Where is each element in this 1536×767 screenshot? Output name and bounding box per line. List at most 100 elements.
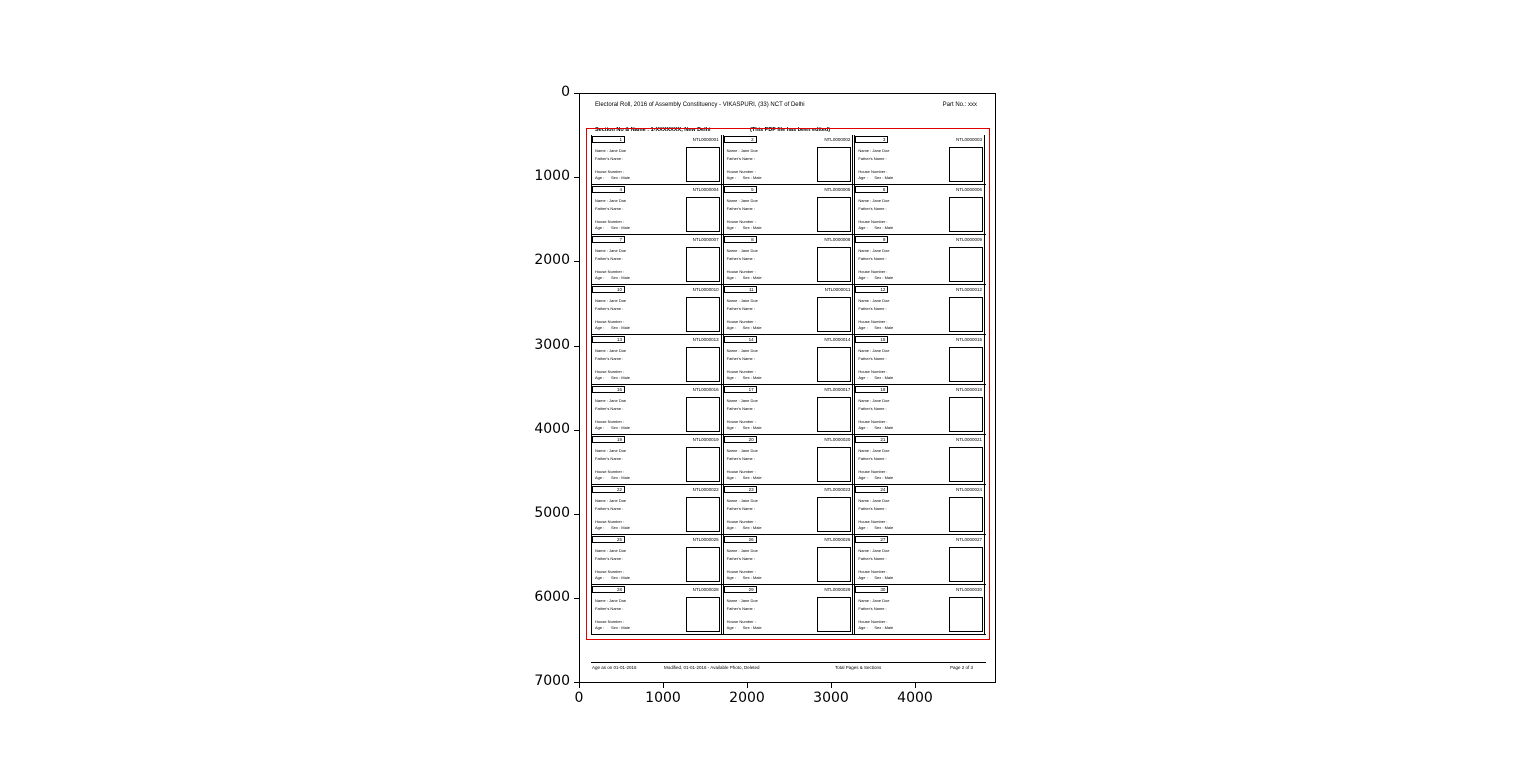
name-line: Name : Jane Doe xyxy=(858,348,890,353)
relation-line: Father's Name : xyxy=(595,356,624,361)
voter-id: NTL0000003 xyxy=(955,137,983,142)
age-sex-line: Age : Sex : Male xyxy=(595,375,630,380)
age-sex-line: Age : Sex : Male xyxy=(595,575,630,580)
house-line: House Number : xyxy=(726,419,756,424)
serial-number: 30 xyxy=(855,586,889,593)
relation-line: Father's Name : xyxy=(858,306,887,311)
photo-box xyxy=(685,497,720,532)
voter-card: 18 NTL0000018 Name : Jane Doe Father's N… xyxy=(854,385,986,434)
x-tick-label: 2000 xyxy=(729,690,765,706)
house-line: House Number : xyxy=(858,169,888,174)
voter-card: 29 NTL0000029 Name : Jane Doe Father's N… xyxy=(722,585,854,634)
house-line: House Number : xyxy=(858,319,888,324)
photo-box xyxy=(949,397,984,432)
photo-box xyxy=(817,597,852,632)
serial-number: 17 xyxy=(723,386,757,393)
name-line: Name : Jane Doe xyxy=(595,548,627,553)
relation-line: Father's Name : xyxy=(726,456,755,461)
house-line: House Number : xyxy=(726,169,756,174)
voter-id: NTL0000006 xyxy=(955,187,983,192)
y-tick-label: 3000 xyxy=(534,336,570,353)
photo-box xyxy=(817,247,852,282)
y-tick-label: 7000 xyxy=(534,673,570,690)
serial-number: 29 xyxy=(723,586,757,593)
photo-box xyxy=(685,147,720,182)
voter-card: 20 NTL0000020 Name : Jane Doe Father's N… xyxy=(722,435,854,484)
house-line: House Number : xyxy=(858,419,888,424)
voter-id: NTL0000026 xyxy=(824,537,851,542)
card-row: 13 NTL0000013 Name : Jane Doe Father's N… xyxy=(591,335,986,385)
house-line: House Number : xyxy=(858,619,888,624)
photo-box xyxy=(685,397,720,432)
footer-text-1: Age as on 01-01-2016 xyxy=(592,665,637,670)
serial-number: 20 xyxy=(723,436,757,443)
relation-line: Father's Name : xyxy=(726,306,755,311)
name-line: Name : Jane Doe xyxy=(595,598,627,603)
house-line: House Number : xyxy=(858,269,888,274)
relation-line: Father's Name : xyxy=(595,506,624,511)
relation-line: Father's Name : xyxy=(858,456,887,461)
serial-number: 24 xyxy=(855,486,889,493)
house-line: House Number : xyxy=(858,219,888,224)
voter-card: 28 NTL0000028 Name : Jane Doe Father's N… xyxy=(591,585,722,634)
y-tick-label: 4000 xyxy=(534,420,570,437)
y-tick-label: 2000 xyxy=(534,252,570,269)
voter-card: 15 NTL0000015 Name : Jane Doe Father's N… xyxy=(854,335,986,384)
voter-card: 12 NTL0000012 Name : Jane Doe Father's N… xyxy=(854,285,986,334)
age-sex-line: Age : Sex : Male xyxy=(726,175,762,180)
serial-number: 7 xyxy=(592,236,625,243)
serial-number: 5 xyxy=(723,186,757,193)
header-title: Electoral Roll, 2016 of Assembly Constit… xyxy=(595,102,805,108)
name-line: Name : Jane Doe xyxy=(595,398,627,403)
relation-line: Father's Name : xyxy=(858,256,887,261)
footer-divider xyxy=(591,662,986,663)
house-line: House Number : xyxy=(595,319,625,324)
y-tick-label: 6000 xyxy=(534,589,570,606)
name-line: Name : Jane Doe xyxy=(595,198,627,203)
age-sex-line: Age : Sex : Male xyxy=(595,175,630,180)
relation-line: Father's Name : xyxy=(726,256,755,261)
card-row: 1 NTL0000001 Name : Jane Doe Father's Na… xyxy=(591,135,986,185)
name-line: Name : Jane Doe xyxy=(858,248,890,253)
photo-box xyxy=(949,197,984,232)
name-line: Name : Jane Doe xyxy=(858,548,890,553)
house-line: House Number : xyxy=(726,219,756,224)
age-sex-line: Age : Sex : Male xyxy=(858,425,894,430)
voter-card: 11 NTL0000011 Name : Jane Doe Father's N… xyxy=(722,285,854,334)
age-sex-line: Age : Sex : Male xyxy=(858,525,894,530)
voter-id: NTL0000011 xyxy=(824,287,851,292)
house-line: House Number : xyxy=(595,569,625,574)
y-tick-label: 1000 xyxy=(534,168,570,185)
serial-number: 26 xyxy=(723,536,757,543)
voter-card-grid: 1 NTL0000001 Name : Jane Doe Father's Na… xyxy=(591,135,986,635)
card-row: 25 NTL0000025 Name : Jane Doe Father's N… xyxy=(591,535,986,585)
age-sex-line: Age : Sex : Male xyxy=(858,475,894,480)
age-sex-line: Age : Sex : Male xyxy=(726,225,762,230)
relation-line: Father's Name : xyxy=(595,556,624,561)
voter-card: 21 NTL0000021 Name : Jane Doe Father's N… xyxy=(854,435,986,484)
name-line: Name : Jane Doe xyxy=(595,348,627,353)
name-line: Name : Jane Doe xyxy=(726,598,758,603)
relation-line: Father's Name : xyxy=(726,506,755,511)
name-line: Name : Jane Doe xyxy=(858,598,890,603)
photo-box xyxy=(949,147,984,182)
voter-id: NTL0000022 xyxy=(692,487,719,492)
age-sex-line: Age : Sex : Male xyxy=(726,625,762,630)
photo-box xyxy=(949,347,984,382)
voter-id: NTL0000010 xyxy=(692,287,719,292)
voter-id: NTL0000007 xyxy=(692,237,719,242)
photo-box xyxy=(685,447,720,482)
age-sex-line: Age : Sex : Male xyxy=(858,225,894,230)
relation-line: Father's Name : xyxy=(858,156,887,161)
voter-card: 23 NTL0000023 Name : Jane Doe Father's N… xyxy=(722,485,854,534)
card-row: 28 NTL0000028 Name : Jane Doe Father's N… xyxy=(591,585,986,635)
photo-box xyxy=(949,547,984,582)
age-sex-line: Age : Sex : Male xyxy=(726,375,762,380)
house-line: House Number : xyxy=(595,519,625,524)
house-line: House Number : xyxy=(726,319,756,324)
age-sex-line: Age : Sex : Male xyxy=(726,525,762,530)
voter-card: 19 NTL0000019 Name : Jane Doe Father's N… xyxy=(591,435,722,484)
photo-box xyxy=(817,547,852,582)
electoral-roll-page: Electoral Roll, 2016 of Assembly Constit… xyxy=(580,94,995,682)
detection-bounding-box xyxy=(586,128,990,640)
